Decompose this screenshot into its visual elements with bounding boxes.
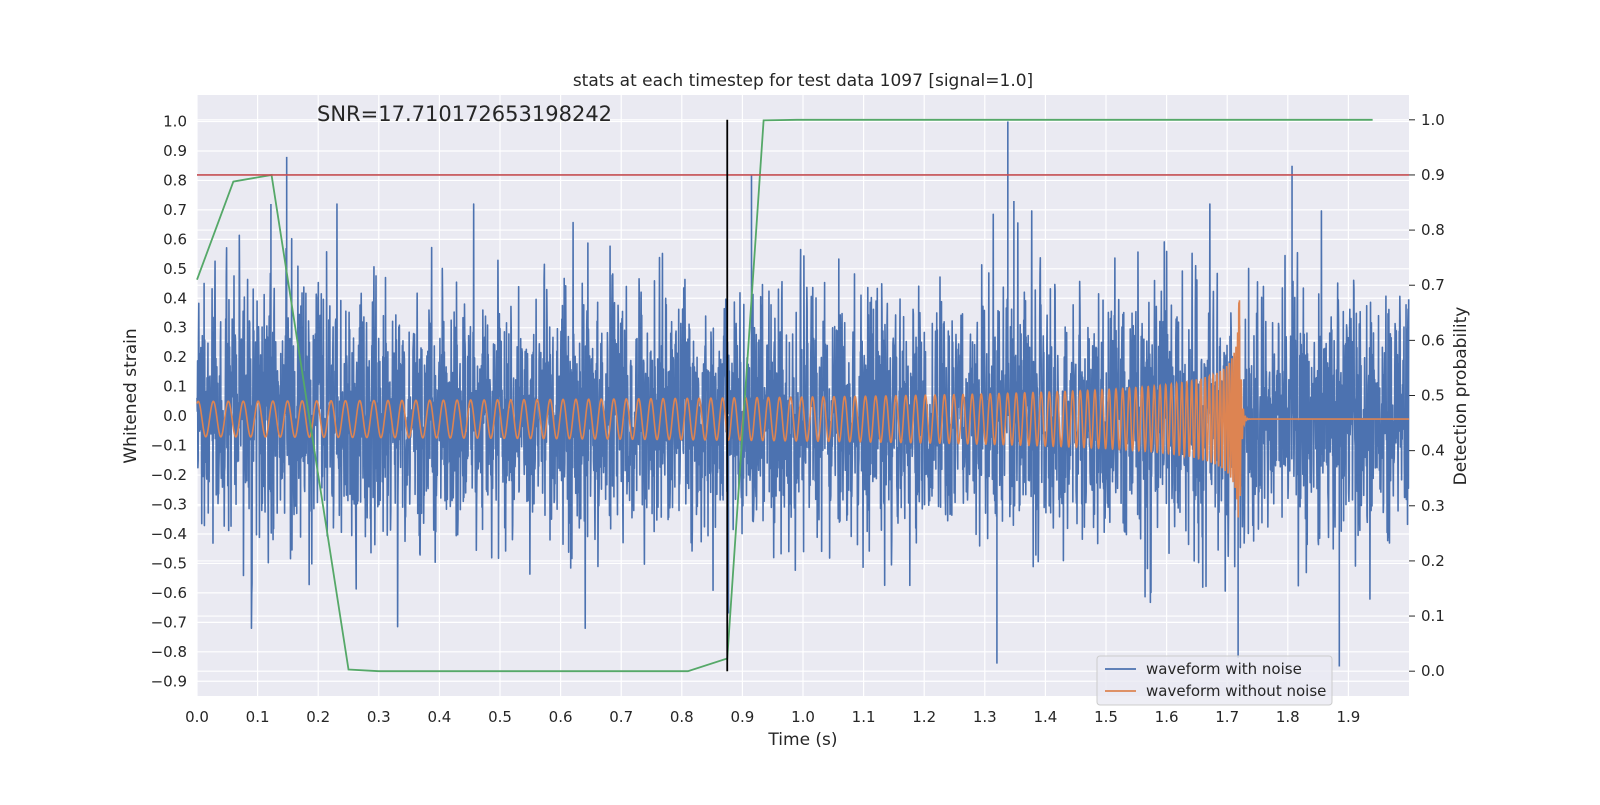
x-tick-label: 0.3 xyxy=(367,708,391,726)
y-right-tick-label: 0.4 xyxy=(1421,442,1445,460)
y-right-tick-label: 0.7 xyxy=(1421,276,1445,294)
y-tick-label: 0.5 xyxy=(163,260,187,278)
x-tick-label: 1.1 xyxy=(852,708,876,726)
x-tick-label: 1.8 xyxy=(1276,708,1300,726)
x-tick-label: 1.7 xyxy=(1215,708,1239,726)
legend: waveform with noise waveform without noi… xyxy=(1096,655,1333,706)
y-right-tick-label: 0.8 xyxy=(1421,221,1445,239)
y-tick-label: −0.9 xyxy=(151,672,187,690)
y-right-tick-label: 0.3 xyxy=(1421,497,1445,515)
y-tick-label: 0.3 xyxy=(163,319,187,337)
x-tick-label: 0.5 xyxy=(488,708,512,726)
y-tick-label: −0.6 xyxy=(151,584,187,602)
x-axis-label: Time (s) xyxy=(767,730,837,750)
chart-title: stats at each timestep for test data 109… xyxy=(573,71,1033,91)
legend-label-waveform-without-noise: waveform without noise xyxy=(1146,682,1326,700)
x-tick-label: 1.6 xyxy=(1155,708,1179,726)
y-tick-label: −0.3 xyxy=(151,496,187,514)
y-right-tick-label: 0.0 xyxy=(1421,662,1445,680)
series-line-detection-probability xyxy=(196,118,1373,673)
x-tick-label: 1.0 xyxy=(791,708,815,726)
y-right-tick-label: 0.2 xyxy=(1421,552,1445,570)
x-tick-label: 0.4 xyxy=(427,708,451,726)
y-right-tick-label: 0.6 xyxy=(1421,331,1445,349)
y-right-tick-label: 1.0 xyxy=(1421,111,1445,129)
x-tick-labels: 0.0 0.1 0.2 0.3 0.4 0.5 0.6 0.7 0.8 0.9 1.0 1.1 1.2 1… xyxy=(185,708,1360,726)
y-tick-label: 0.2 xyxy=(163,348,187,366)
series-lines xyxy=(196,118,1410,673)
reference-lines xyxy=(197,119,1409,672)
y-tick-label: 0.6 xyxy=(163,230,187,248)
x-tick-label: 0.9 xyxy=(730,708,754,726)
snr-annotation: SNR=17.710172653198242 xyxy=(317,102,612,126)
y-tick-label: 0.0 xyxy=(163,407,187,425)
x-tick-label: 1.2 xyxy=(912,708,936,726)
x-tick-label: 1.3 xyxy=(973,708,997,726)
y-tick-label: −0.2 xyxy=(151,466,187,484)
y-tick-label: 0.7 xyxy=(163,201,187,219)
x-tick-label: 0.1 xyxy=(246,708,270,726)
y-tick-labels: 1.0 0.9 0.8 0.7 0.6 0.5 0.4 0.3 0.2 0.1 0.0 −0.1 −0.… xyxy=(151,113,187,691)
y-tick-label: 0.8 xyxy=(163,171,187,189)
series-line-waveform-without-noise xyxy=(196,300,1409,518)
y-axis-label: Whitened strain xyxy=(121,328,141,463)
x-tick-label: 1.5 xyxy=(1094,708,1118,726)
legend-box xyxy=(1096,655,1333,706)
y-tick-label: 1.0 xyxy=(163,113,187,131)
y-tick-label: −0.1 xyxy=(151,437,187,455)
y-tick-label: 0.4 xyxy=(163,289,187,307)
y-tick-label: 0.9 xyxy=(163,142,187,160)
x-tick-label: 1.9 xyxy=(1336,708,1360,726)
y-tick-label: −0.7 xyxy=(151,613,187,631)
x-tick-label: 0.6 xyxy=(549,708,573,726)
x-tick-label: 0.2 xyxy=(306,708,330,726)
y-right-axis-label: Detection probability xyxy=(1451,307,1471,486)
y-right-tick-label: 0.1 xyxy=(1421,607,1445,625)
x-tick-label: 1.4 xyxy=(1033,708,1057,726)
x-tick-label: 0.0 xyxy=(185,708,209,726)
y-right-tick-labels: 1.0 0.9 0.8 0.7 0.6 0.5 0.4 0.3 0.2 0.1 0.0 xyxy=(1409,111,1445,680)
y-right-tick-label: 0.5 xyxy=(1421,387,1445,405)
y-tick-label: −0.8 xyxy=(151,643,187,661)
x-tick-label: 0.7 xyxy=(609,708,633,726)
legend-label-waveform-with-noise: waveform with noise xyxy=(1146,660,1302,678)
y-right-tick-label: 0.9 xyxy=(1421,166,1445,184)
y-tick-label: −0.5 xyxy=(151,554,187,572)
y-tick-label: −0.4 xyxy=(151,525,187,543)
y-tick-label: 0.1 xyxy=(163,378,187,396)
x-tick-label: 0.8 xyxy=(670,708,694,726)
